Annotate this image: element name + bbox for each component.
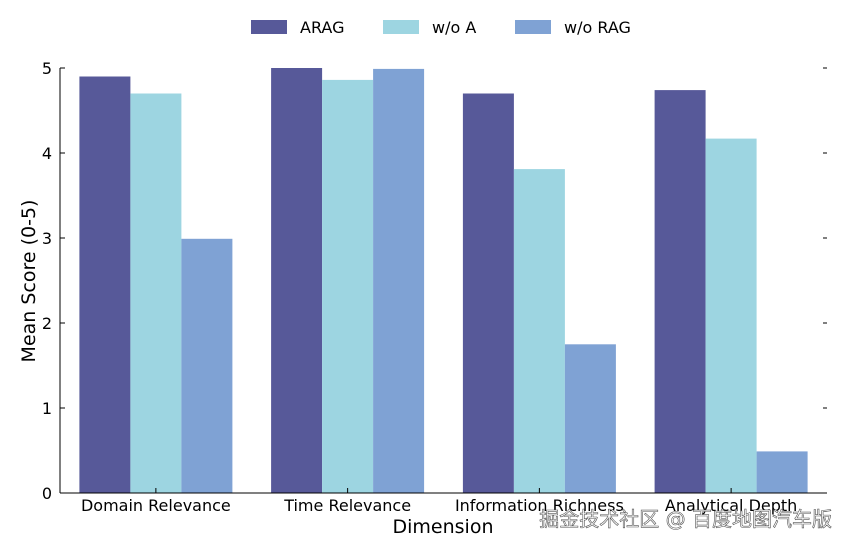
bar (462, 93, 514, 493)
y-tick-label: 4 (42, 144, 52, 163)
legend-label: ARAG (300, 18, 344, 37)
y-tick-label: 2 (42, 314, 52, 333)
x-tick-label: Time Relevance (283, 496, 411, 515)
x-tick-label: Information Richness (455, 496, 624, 515)
bar (79, 76, 131, 493)
x-tick-label: Analytical Depth (665, 496, 797, 515)
bar (654, 90, 706, 493)
bar (271, 68, 323, 493)
bar (322, 79, 374, 494)
watermark-text: 掘金技术社区 @ 百度地图汽车版 (539, 507, 832, 531)
legend-swatch (251, 20, 287, 34)
legend-swatch (383, 20, 419, 34)
y-tick-label: 5 (42, 59, 52, 78)
y-tick-label: 1 (42, 399, 52, 418)
legend: ARAG w/o A w/o RAG (251, 18, 631, 37)
bar (564, 344, 616, 494)
bar (373, 68, 425, 494)
x-tick-label: Domain Relevance (81, 496, 231, 515)
axes (59, 68, 827, 494)
bar (130, 93, 182, 493)
legend-label: w/o RAG (564, 18, 631, 37)
y-tick-label: 0 (42, 484, 52, 503)
y-axis-label: Mean Score (0-5) (18, 200, 40, 363)
bar (513, 169, 565, 493)
legend-swatch (515, 20, 551, 34)
bars-group (79, 68, 808, 494)
bar (756, 451, 808, 493)
bar (181, 238, 233, 493)
y-tick-label: 3 (42, 229, 52, 248)
bar (705, 138, 757, 493)
x-axis-label: Dimension (393, 516, 494, 538)
x-ticks: Domain Relevance Time Relevance Informatio… (81, 488, 797, 515)
y-ticks: 0 1 2 3 4 5 (42, 59, 827, 503)
legend-label: w/o A (432, 18, 476, 37)
